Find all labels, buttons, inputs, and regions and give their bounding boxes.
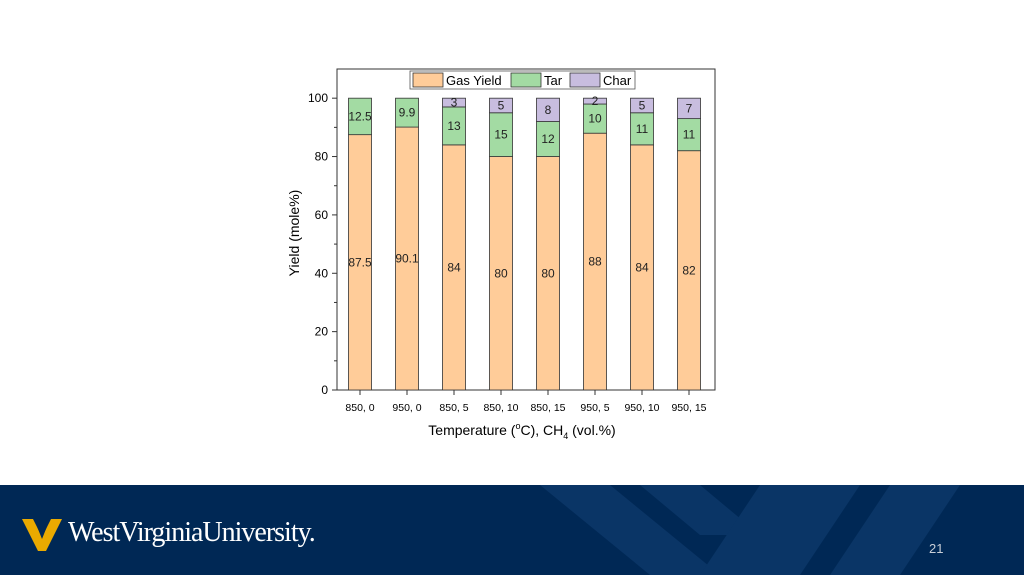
x-tick-label-5: 850, 15 <box>530 402 565 414</box>
y-tick-label-20: 20 <box>315 325 329 339</box>
stacked-bar-chart: 87.512.590.19.98413380155801288810284115… <box>286 68 716 441</box>
x-tick-label-2: 950, 0 <box>392 402 421 414</box>
data-label-gas-yield-7: 84 <box>635 260 649 274</box>
bars-layer <box>348 97 701 391</box>
bar-segment-tar-2 <box>395 97 419 128</box>
data-label-char-4: 5 <box>498 98 505 112</box>
data-label-gas-yield-3: 84 <box>447 260 461 274</box>
x-tick-label-6: 950, 5 <box>580 402 609 414</box>
logo-wordmark: WestVirginiaUniversity. <box>68 517 316 548</box>
flying-wv-icon <box>22 519 62 551</box>
data-label-tar-8: 11 <box>683 128 696 142</box>
data-label-gas-yield-1: 87.5 <box>348 255 372 269</box>
legend-label-gas-yield: Gas Yield <box>446 73 502 88</box>
bar-segment-char-3 <box>442 97 466 108</box>
data-label-gas-yield-8: 82 <box>682 263 696 277</box>
data-label-char-8: 7 <box>686 101 693 115</box>
data-label-gas-yield-4: 80 <box>494 266 508 280</box>
data-label-tar-1: 12.5 <box>348 109 372 123</box>
x-tick-label-1: 850, 0 <box>345 402 374 414</box>
data-label-char-6: 2 <box>592 94 599 108</box>
y-tick-label-0: 0 <box>321 383 328 397</box>
legend-swatch-gas-yield <box>412 72 444 88</box>
legend-label-tar: Tar <box>544 73 563 88</box>
slide-footer: WestVirginiaUniversity. 21 <box>0 485 1024 575</box>
legend-swatch-char <box>569 72 601 88</box>
x-axis: 850, 0 950, 0 850, 5 850, 10 850, 15 950, 5 95… <box>345 390 707 414</box>
y-axis: 0 20 40 60 80 100 <box>308 91 337 397</box>
y-tick-label-40: 40 <box>315 266 329 280</box>
page-number: 21 <box>929 541 944 556</box>
data-label-tar-2: 9.9 <box>399 106 416 120</box>
bar-segment-char-7 <box>630 97 654 114</box>
legend-swatch-tar <box>510 72 542 88</box>
bar-segment-char-4 <box>489 97 513 114</box>
y-tick-label-100: 100 <box>308 91 328 105</box>
data-label-char-5: 8 <box>545 103 552 117</box>
bar-segment-tar-1 <box>348 97 372 136</box>
legend: Gas Yield Tar Char <box>409 70 636 90</box>
data-label-char-7: 5 <box>639 98 646 112</box>
data-labels-layer: 87.512.590.19.98413380155801288810284115… <box>348 94 696 280</box>
data-label-tar-4: 15 <box>494 128 508 142</box>
data-label-gas-yield-2: 90.1 <box>395 252 419 266</box>
bar-segment-char-8 <box>677 97 701 120</box>
x-axis-title-post: (vol.%) <box>568 422 615 438</box>
x-tick-label-8: 950, 15 <box>671 402 706 414</box>
data-label-tar-3: 13 <box>447 119 461 133</box>
bar-segment-char-5 <box>536 97 560 122</box>
x-tick-label-3: 850, 5 <box>439 402 468 414</box>
legend-label-char: Char <box>603 73 632 88</box>
plot-frame <box>336 68 716 391</box>
wvu-logo: WestVirginiaUniversity. <box>22 513 316 553</box>
data-label-gas-yield-6: 88 <box>588 255 602 269</box>
y-axis-title: Yield (mole%) <box>286 190 302 277</box>
bar-segment-char-6 <box>583 97 607 105</box>
x-axis-title-pre: Temperature ( <box>428 422 515 438</box>
data-label-char-3: 3 <box>451 96 458 110</box>
y-tick-label-80: 80 <box>315 150 329 164</box>
footer-chevron-pattern <box>540 485 960 575</box>
x-axis-title-sup: o <box>515 421 520 431</box>
x-tick-label-7: 950, 10 <box>624 402 659 414</box>
x-axis-title-sub: 4 <box>563 431 568 441</box>
data-label-tar-7: 11 <box>636 122 649 136</box>
x-axis-title-mid: C), CH <box>520 422 563 438</box>
x-axis-title: Temperature (oC), CH4 (vol.%) <box>428 421 615 441</box>
y-tick-label-60: 60 <box>315 208 329 222</box>
data-label-tar-6: 10 <box>588 112 602 126</box>
data-label-gas-yield-5: 80 <box>541 266 555 280</box>
data-label-tar-5: 12 <box>541 132 555 146</box>
x-tick-label-4: 850, 10 <box>483 402 518 414</box>
